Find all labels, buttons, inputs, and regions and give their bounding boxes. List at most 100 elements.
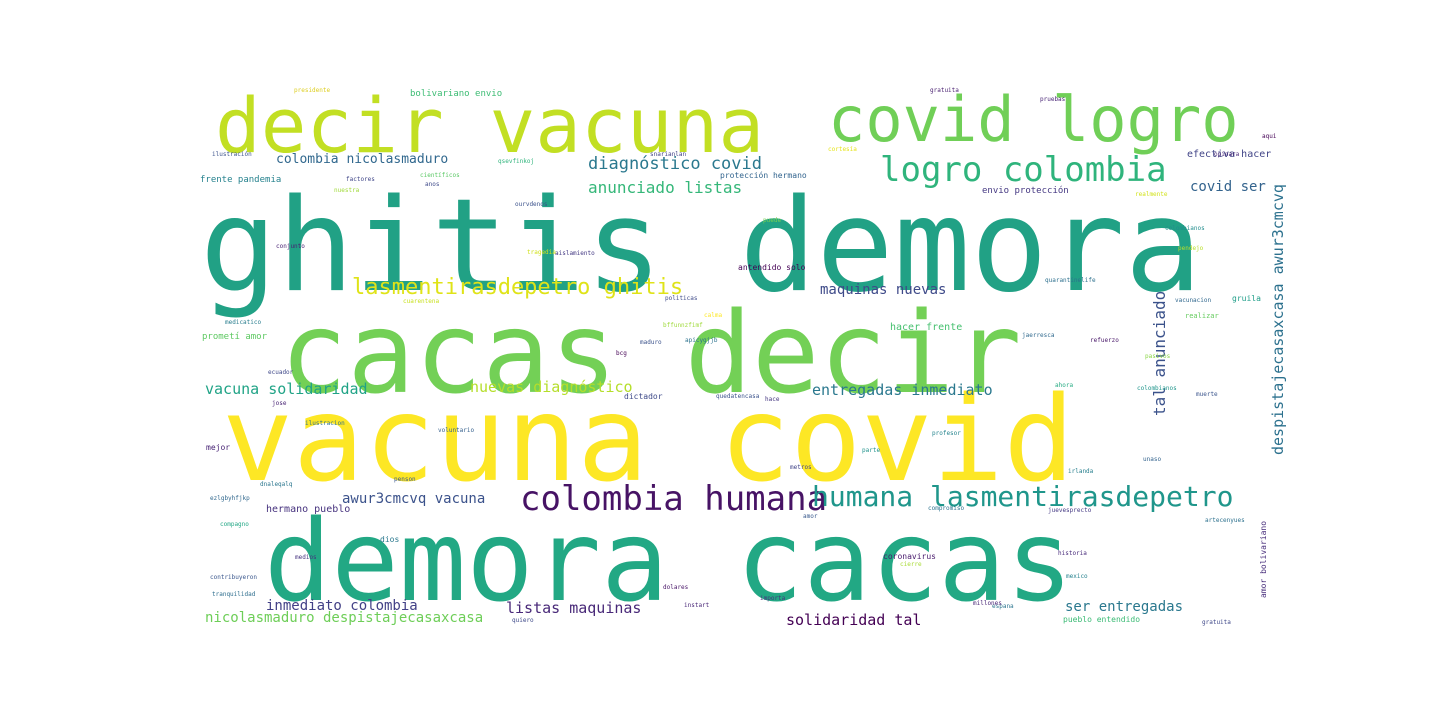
cloud-word: ahora xyxy=(1055,382,1073,389)
cloud-word: refuerzo xyxy=(1090,337,1119,344)
cloud-word: medicatico xyxy=(225,319,262,326)
cloud-word: antendido solo xyxy=(738,263,806,272)
cloud-word: hace xyxy=(765,396,780,403)
cloud-word: protección hermano xyxy=(720,170,807,180)
cloud-word: cortesía xyxy=(828,146,857,153)
cloud-word: hermano pueblo xyxy=(266,504,350,515)
cloud-word: anos xyxy=(425,181,440,188)
cloud-word: quiero xyxy=(512,617,534,624)
cloud-word: nuevas diagnóstico xyxy=(470,378,633,396)
cloud-word: metros xyxy=(790,464,812,471)
cloud-word: calma xyxy=(704,312,722,319)
cloud-word: conjunto xyxy=(276,243,305,250)
cloud-word: parte xyxy=(862,447,880,454)
cloud-word: muerte xyxy=(1196,391,1218,398)
cloud-word: pueblo entendido xyxy=(1063,615,1140,624)
cloud-word: amor xyxy=(803,513,818,520)
cloud-word: vacunacion xyxy=(1175,297,1212,304)
cloud-word: anunciado listas xyxy=(588,178,742,197)
cloud-word: mejor xyxy=(206,443,230,452)
cloud-word: irlanda xyxy=(1068,468,1094,475)
cloud-word: apicygjjb xyxy=(685,337,718,344)
cloud-word: despistajecasaxcasa awur3cmcvq xyxy=(1269,184,1287,455)
cloud-word: realizar xyxy=(1185,312,1219,320)
cloud-word: instart xyxy=(684,602,710,609)
cloud-word: espana xyxy=(992,603,1014,610)
cloud-word: amor bolivariano xyxy=(1259,521,1268,598)
cloud-word: colombianos xyxy=(1165,225,1205,232)
cloud-word: gruila xyxy=(1232,294,1261,303)
cloud-word: cierre xyxy=(900,561,922,568)
cloud-word: ilustración xyxy=(212,151,252,158)
cloud-word: factores xyxy=(346,176,375,183)
cloud-word: maquinas nuevas xyxy=(820,282,946,298)
cloud-word: profesor xyxy=(932,430,961,437)
cloud-word: frente pandemia xyxy=(200,175,281,185)
cloud-word: vacuna covid xyxy=(222,370,1075,508)
cloud-word: demora cacas xyxy=(264,497,1073,627)
cloud-word: ilustracion xyxy=(305,420,345,427)
cloud-word: penson xyxy=(394,476,416,483)
cloud-word: tal anunciado xyxy=(1150,291,1169,416)
cloud-word: opinara xyxy=(1214,151,1240,158)
cloud-word: tragedia xyxy=(527,249,556,256)
cloud-word: tranquilidad xyxy=(212,591,256,598)
cloud-word: millones xyxy=(973,600,1002,607)
cloud-word: puede xyxy=(763,217,781,224)
cloud-word: presidente xyxy=(294,87,331,94)
cloud-word: envio protección xyxy=(982,185,1069,196)
cloud-word: jaerresca xyxy=(1022,332,1055,339)
cloud-word: ezlgbyhfjkp xyxy=(210,495,250,502)
cloud-word: maduro xyxy=(640,339,662,346)
cloud-word: voluntario xyxy=(438,427,475,434)
cloud-word: nuestra xyxy=(334,187,360,194)
cloud-word: inmediato colombia xyxy=(266,598,418,614)
cloud-word: vacuna solidaridad xyxy=(205,380,368,398)
cloud-word: ourvdenos xyxy=(515,201,548,208)
cloud-word: dnaleqalq xyxy=(260,481,293,488)
cloud-word: humana lasmentirasdepetro xyxy=(812,480,1233,513)
cloud-word: unaso xyxy=(1143,456,1161,463)
cloud-word: colombia humana xyxy=(520,479,827,519)
cloud-word: colombianos xyxy=(1137,385,1177,392)
cloud-word: covid ser xyxy=(1190,179,1266,195)
cloud-word: contribuyeron xyxy=(210,574,257,581)
cloud-word: politicas xyxy=(665,295,698,302)
cloud-word: científicos xyxy=(420,172,460,179)
cloud-word: cuarentena xyxy=(403,298,440,305)
cloud-word: diagnóstico covid xyxy=(588,154,762,174)
cloud-word: aqui xyxy=(1262,133,1277,140)
cloud-word: listas maquinas xyxy=(506,599,641,617)
cloud-word: coronavirus xyxy=(883,552,936,561)
cloud-word: artecenyues xyxy=(1205,517,1245,524)
cloud-word: bcg xyxy=(616,350,627,357)
cloud-word: dios xyxy=(380,535,399,544)
cloud-word: gratuita xyxy=(1202,619,1231,626)
cloud-word: importa xyxy=(760,595,786,602)
cloud-word: realmente xyxy=(1135,191,1168,198)
cloud-word: compagno xyxy=(220,521,249,528)
cloud-word: pasivos xyxy=(1145,353,1171,360)
cloud-word: medios xyxy=(295,554,317,561)
cloud-word: pruebas xyxy=(1040,96,1066,103)
cloud-word: efectiva hacer xyxy=(1187,149,1271,160)
cloud-word: compromiso xyxy=(928,505,965,512)
cloud-word: historia xyxy=(1058,550,1087,557)
cloud-word: snarianlan xyxy=(650,151,687,158)
cloud-word: bolivariano envio xyxy=(410,89,502,99)
cloud-word: quarantinelife xyxy=(1045,277,1096,284)
cloud-word: qsevfinkoj xyxy=(498,158,534,165)
cloud-word: pendejo xyxy=(1178,245,1204,252)
cloud-word: ghitis demora xyxy=(200,172,1202,321)
cloud-word: ecuador xyxy=(268,369,294,376)
cloud-word: covid logro xyxy=(828,83,1239,156)
cloud-word: hacer frente xyxy=(890,322,962,333)
cloud-word: gratuita xyxy=(930,87,959,94)
cloud-word: logro colombia xyxy=(880,150,1167,190)
cloud-word: nicolasmaduro despistajecasaxcasa xyxy=(205,610,483,626)
cloud-word: juevesprecto xyxy=(1048,507,1092,514)
cloud-word: awur3cmcvq vacuna xyxy=(342,491,485,507)
cloud-word: mexico xyxy=(1066,573,1088,580)
cloud-word: bffunnzfimf xyxy=(663,322,703,329)
